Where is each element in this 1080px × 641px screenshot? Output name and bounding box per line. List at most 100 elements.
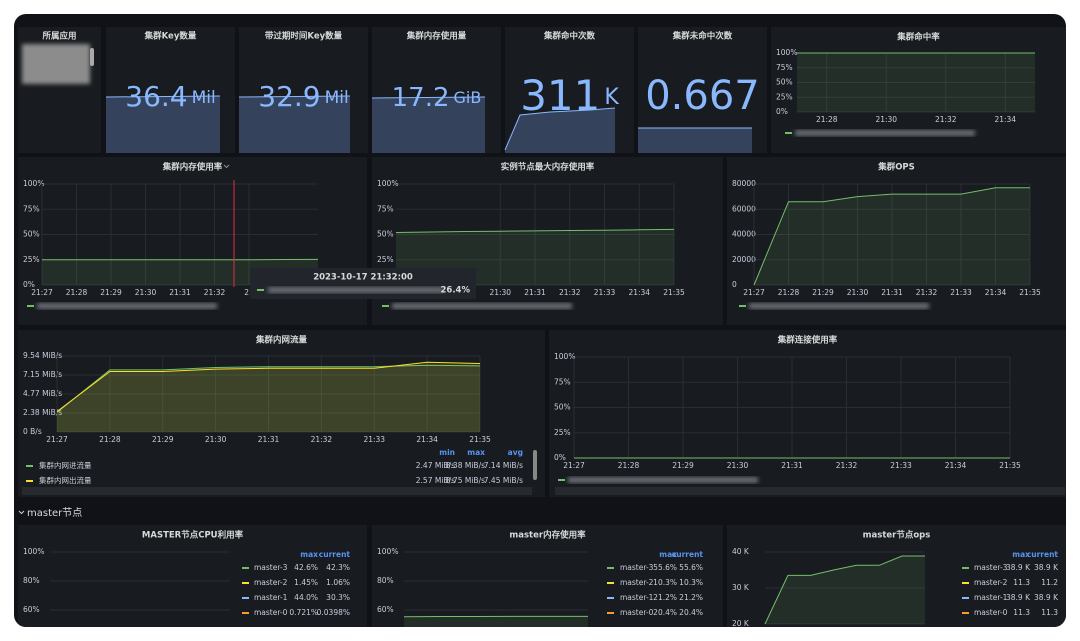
legend-color <box>785 132 792 134</box>
legend-color <box>27 305 34 307</box>
scrollbar <box>90 48 94 66</box>
y-tick-label: 75% <box>23 204 40 213</box>
stat-unit: Mil <box>325 88 349 108</box>
y-tick-label: 25% <box>554 428 571 437</box>
legend-name: master-1 <box>974 593 1008 602</box>
legend-color <box>607 597 614 599</box>
sparkline <box>105 95 221 98</box>
y-tick-label: 50% <box>377 230 394 239</box>
x-tick-label: 21:32 <box>935 115 957 124</box>
legend-value: 42.6% <box>294 563 318 572</box>
legend-value: 21.2% <box>653 593 677 602</box>
stat-unit: GiB <box>454 88 482 107</box>
y-tick-label: 75% <box>554 377 571 386</box>
y-tick-label: 60% <box>23 605 40 614</box>
x-tick-label: 21:30 <box>135 288 157 297</box>
legend-color <box>242 612 249 614</box>
x-tick-label: 21:29 <box>152 435 174 444</box>
blurred-legend <box>795 130 975 136</box>
blurred-legend <box>749 303 929 309</box>
y-tick-label: 75% <box>776 63 793 72</box>
x-tick-label: 21:30 <box>205 435 227 444</box>
y-tick-label: 0% <box>554 453 566 462</box>
legend-color <box>739 305 746 307</box>
legend-name: 集群内网出流量 <box>39 475 92 485</box>
title-chevron <box>223 164 230 169</box>
x-tick-label: 21:30 <box>727 461 749 470</box>
series-area <box>765 556 925 624</box>
x-tick-label: 21:28 <box>618 461 640 470</box>
sparkline-area <box>505 108 615 153</box>
row-chevron <box>18 510 25 515</box>
x-tick-label: 21:29 <box>812 288 834 297</box>
legend-value: 11.2 <box>1041 578 1058 587</box>
legend-name: master-2 <box>974 578 1008 587</box>
legend-value: 7.14 MiB/s <box>484 461 523 470</box>
panel <box>18 157 367 325</box>
legend-header: current <box>319 550 351 559</box>
stat-title: 集群命中次数 <box>543 31 596 42</box>
y-tick-label: 20 K <box>732 619 750 628</box>
panel-title: 集群连接使用率 <box>777 335 838 346</box>
y-tick-label: 100% <box>776 48 797 57</box>
legend-color <box>242 567 249 569</box>
legend-value: 0.721% <box>289 608 318 617</box>
legend-name: master-3 <box>620 563 654 572</box>
y-tick-label: 100% <box>23 179 44 188</box>
legend-name: master-1 <box>254 593 288 602</box>
legend-value: 38.9 K <box>1006 593 1031 602</box>
y-tick-label: 40000 <box>732 230 756 239</box>
series-area <box>42 259 318 285</box>
x-tick-label: 21:32 <box>311 435 333 444</box>
legend-value: 11.3 <box>1041 608 1058 617</box>
tooltip-time: 2023-10-17 21:32:00 <box>313 273 413 283</box>
y-tick-label: 60000 <box>732 204 756 213</box>
x-tick-label: 21:34 <box>945 461 967 470</box>
series-line <box>764 555 925 625</box>
y-tick-label: 4.77 MiB/s <box>23 389 62 398</box>
y-tick-label: 50% <box>23 230 40 239</box>
legend-header: max <box>1012 550 1030 559</box>
x-tick-label: 21:27 <box>743 288 765 297</box>
x-tick-label: 21:32 <box>559 288 581 297</box>
panel-title: master内存使用率 <box>509 530 586 541</box>
legend-name: master-0 <box>620 608 654 617</box>
y-tick-label: 9.54 MiB/s <box>23 351 62 360</box>
y-tick-label: 75% <box>377 204 394 213</box>
legend-header: current <box>1027 550 1059 559</box>
blurred-legend <box>268 287 443 293</box>
legend-name: master-2 <box>620 578 654 587</box>
stat-unit: K <box>604 85 619 110</box>
legend-value: 10.3% <box>679 578 703 587</box>
scrollbar <box>533 450 537 480</box>
series-area <box>404 616 588 627</box>
stat-title: 所属应用 <box>41 31 76 42</box>
tooltip-value: 26.4% <box>441 286 471 296</box>
legend-color <box>962 567 969 569</box>
y-tick-label: 100% <box>377 179 398 188</box>
legend-value: 1.06% <box>326 578 350 587</box>
x-tick-label: 21:27 <box>563 461 585 470</box>
panel-title: master节点ops <box>863 530 931 541</box>
legend-value: 1.45% <box>294 578 318 587</box>
y-tick-label: 30 K <box>732 583 750 592</box>
series-area <box>754 187 1030 285</box>
legend-color <box>962 597 969 599</box>
x-tick-label: 21:27 <box>46 435 68 444</box>
x-tick-label: 21:34 <box>416 435 438 444</box>
legend-color <box>26 480 33 482</box>
x-tick-label: 21:30 <box>875 115 897 124</box>
legend-name: master-1 <box>620 593 654 602</box>
x-tick-label: 21:27 <box>31 288 53 297</box>
y-tick-label: 40 K <box>732 547 750 556</box>
blurred-legend <box>37 303 217 309</box>
x-tick-label: 21:31 <box>169 288 191 297</box>
tooltip-color <box>257 289 264 291</box>
x-tick-label: 21:35 <box>469 435 491 444</box>
stat-number: 311 <box>520 71 600 120</box>
x-tick-label: 21:32 <box>204 288 226 297</box>
legend-footer <box>555 487 1065 495</box>
legend-value: 10.3% <box>653 578 677 587</box>
x-tick-label: 21:31 <box>524 288 546 297</box>
